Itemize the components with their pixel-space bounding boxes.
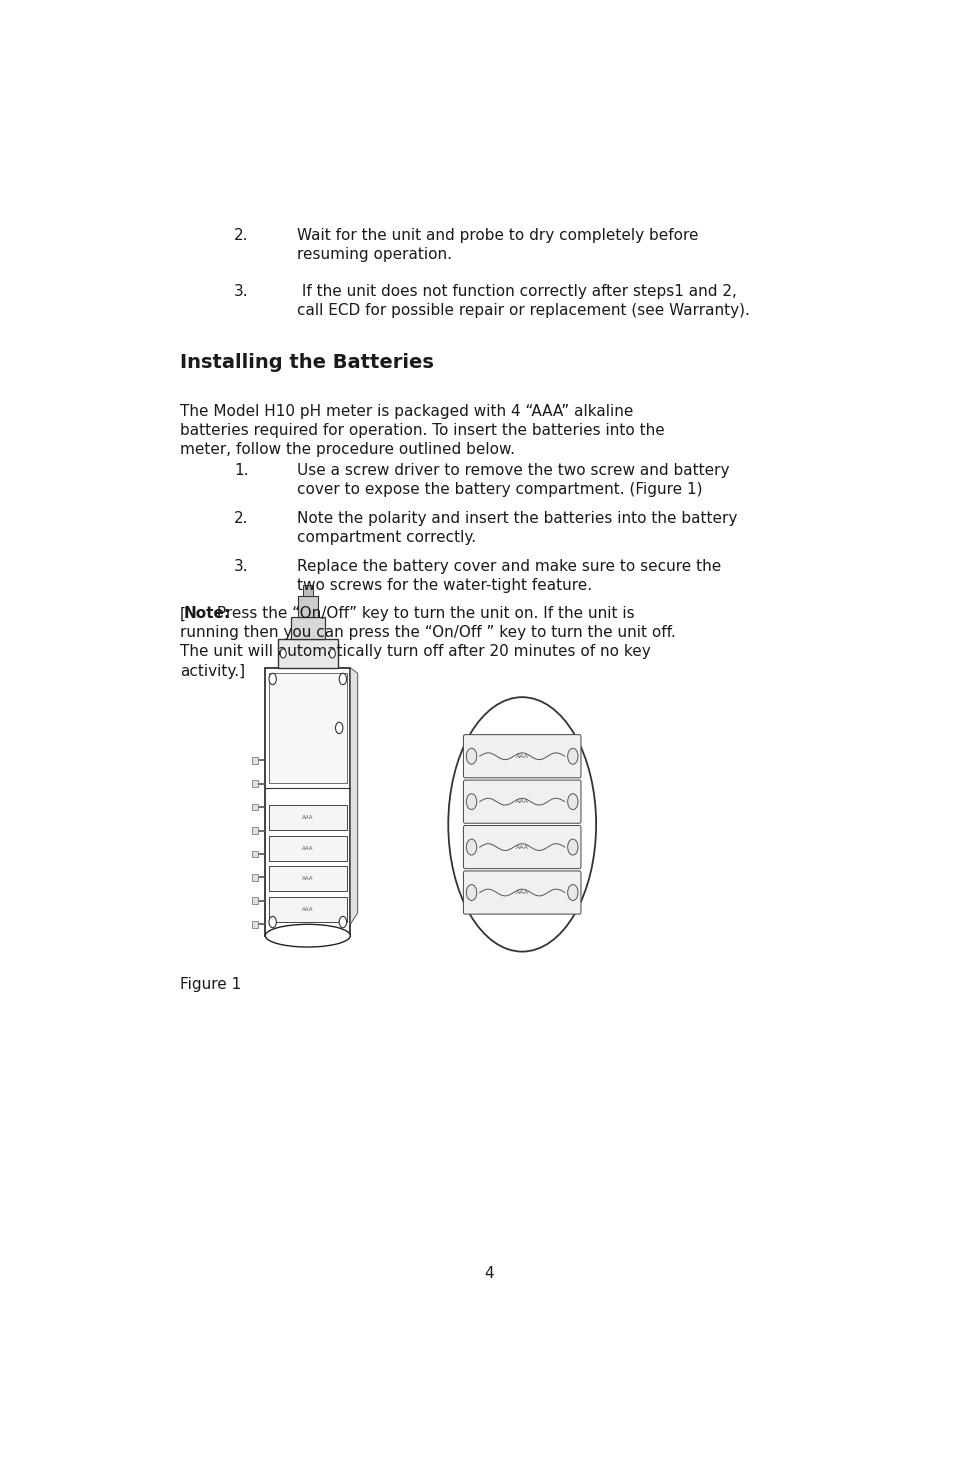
Bar	[302, 584, 313, 596]
Circle shape	[466, 839, 476, 856]
Bar	[269, 866, 346, 891]
Circle shape	[339, 673, 346, 684]
Bar	[265, 668, 350, 935]
Bar	[252, 875, 257, 881]
Text: meter, follow the procedure outlined below.: meter, follow the procedure outlined bel…	[180, 442, 515, 457]
Bar	[277, 639, 337, 668]
Text: 3.: 3.	[233, 559, 248, 574]
Bar	[252, 804, 257, 810]
Bar	[269, 836, 346, 861]
Bar	[269, 673, 346, 783]
Text: 2.: 2.	[233, 229, 248, 243]
Bar	[252, 780, 257, 788]
Bar	[252, 920, 257, 928]
Text: 4: 4	[483, 1266, 494, 1280]
Text: Note the polarity and insert the batteries into the battery: Note the polarity and insert the batteri…	[296, 510, 737, 527]
Text: AAA: AAA	[302, 816, 314, 820]
FancyBboxPatch shape	[463, 735, 580, 777]
Circle shape	[567, 839, 578, 856]
Circle shape	[466, 885, 476, 900]
Text: two screws for the water-tight feature.: two screws for the water-tight feature.	[296, 578, 591, 593]
Text: AAA: AAA	[516, 845, 528, 850]
Text: [: [	[180, 606, 186, 621]
Text: AAA: AAA	[516, 754, 528, 758]
Ellipse shape	[265, 925, 350, 947]
Polygon shape	[350, 668, 357, 925]
Circle shape	[339, 916, 346, 928]
Circle shape	[280, 649, 286, 658]
Text: call ECD for possible repair or replacement (see Warranty).: call ECD for possible repair or replacem…	[296, 302, 749, 317]
Text: Figure 1: Figure 1	[180, 976, 241, 991]
Bar	[297, 596, 317, 617]
Text: AAA: AAA	[516, 799, 528, 804]
Circle shape	[567, 748, 578, 764]
Text: running then you can press the “On/Off ” key to turn the unit off.: running then you can press the “On/Off ”…	[180, 625, 675, 640]
Text: 2.: 2.	[233, 510, 248, 527]
Text: AAA: AAA	[302, 845, 314, 851]
Circle shape	[269, 673, 276, 684]
Bar	[252, 827, 257, 833]
Text: If the unit does not function correctly after steps1 and 2,: If the unit does not function correctly …	[296, 283, 736, 299]
Text: Replace the battery cover and make sure to secure the: Replace the battery cover and make sure …	[296, 559, 720, 574]
Text: cover to expose the battery compartment. (Figure 1): cover to expose the battery compartment.…	[296, 482, 701, 497]
Text: AAA: AAA	[302, 907, 314, 912]
Text: Press the “On/Off” key to turn the unit on. If the unit is: Press the “On/Off” key to turn the unit …	[212, 606, 634, 621]
FancyBboxPatch shape	[463, 826, 580, 869]
Ellipse shape	[448, 698, 596, 951]
FancyBboxPatch shape	[463, 870, 580, 914]
Bar	[252, 851, 257, 857]
FancyBboxPatch shape	[463, 780, 580, 823]
Text: resuming operation.: resuming operation.	[296, 248, 451, 263]
Text: AAA: AAA	[516, 889, 528, 895]
Text: activity.]: activity.]	[180, 664, 245, 678]
Bar	[269, 897, 346, 922]
Text: 3.: 3.	[233, 283, 248, 299]
Bar	[269, 805, 346, 830]
Text: The Model H10 pH meter is packaged with 4 “AAA” alkaline: The Model H10 pH meter is packaged with …	[180, 404, 633, 419]
Circle shape	[335, 723, 342, 733]
Circle shape	[269, 916, 276, 928]
Circle shape	[466, 748, 476, 764]
Text: Note:: Note:	[184, 606, 231, 621]
Bar	[252, 757, 257, 764]
Text: AAA: AAA	[302, 876, 314, 882]
Text: Use a screw driver to remove the two screw and battery: Use a screw driver to remove the two scr…	[296, 463, 728, 478]
Circle shape	[466, 794, 476, 810]
Circle shape	[567, 885, 578, 900]
Bar	[291, 617, 324, 639]
Text: Wait for the unit and probe to dry completely before: Wait for the unit and probe to dry compl…	[296, 229, 698, 243]
Text: batteries required for operation. To insert the batteries into the: batteries required for operation. To ins…	[180, 423, 664, 438]
Circle shape	[567, 794, 578, 810]
Text: 1.: 1.	[233, 463, 248, 478]
Circle shape	[329, 649, 335, 658]
Text: The unit will automatically turn off after 20 minutes of no key: The unit will automatically turn off aft…	[180, 645, 650, 659]
Bar	[252, 897, 257, 904]
Text: Installing the Batteries: Installing the Batteries	[180, 353, 434, 372]
Text: compartment correctly.: compartment correctly.	[296, 530, 476, 544]
